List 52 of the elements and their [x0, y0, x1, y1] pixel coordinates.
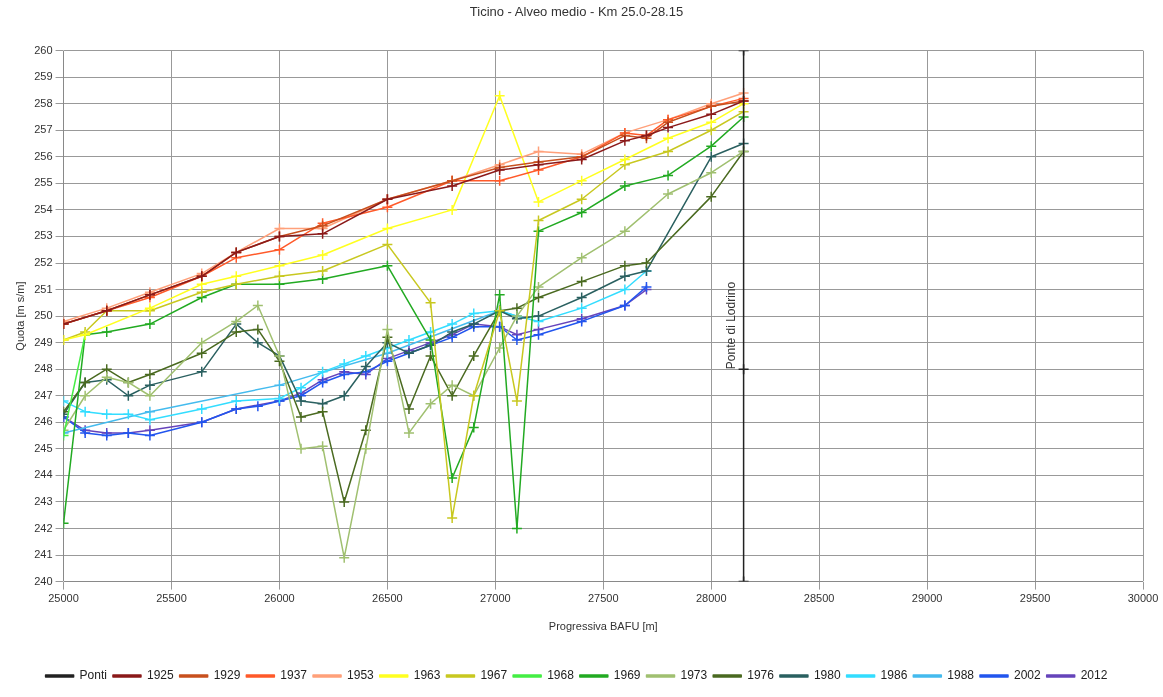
- y-tick-label: 245: [34, 441, 53, 454]
- y-tick-label: 250: [34, 309, 53, 322]
- x-tick-label: 29000: [911, 592, 943, 605]
- legend-label: 1929: [213, 668, 241, 683]
- y-tick-label: 251: [34, 282, 53, 295]
- x-tick-label: 28000: [695, 592, 727, 605]
- y-tick-label: 240: [34, 574, 53, 587]
- legend-label: 1937: [280, 668, 308, 683]
- x-tick-label: 26500: [372, 592, 403, 605]
- legend-label: 1976: [747, 668, 775, 683]
- y-tick-label: 257: [34, 123, 53, 136]
- legend-label: 1988: [947, 668, 975, 683]
- legend-label: 2012: [1080, 668, 1108, 683]
- x-tick-label: 25000: [48, 592, 79, 605]
- x-tick-label: 26000: [264, 592, 295, 605]
- x-tick-label: 27500: [587, 592, 619, 605]
- y-tick-label: 246: [34, 415, 53, 428]
- legend-label: 1973: [680, 668, 708, 683]
- y-tick-label: 243: [34, 494, 53, 507]
- legend-label: Ponti: [79, 668, 107, 683]
- chart-title: Ticino - Alveo medio - Km 25.0-28.15: [469, 4, 684, 20]
- y-tick-label: 258: [34, 96, 53, 109]
- legend-label: 1969: [613, 668, 641, 683]
- x-tick-label: 30000: [1127, 592, 1159, 605]
- legend-label: 2002: [1014, 668, 1042, 683]
- y-tick-label: 255: [34, 176, 53, 189]
- x-tick-label: 29500: [1019, 592, 1051, 605]
- y-tick-label: 260: [34, 43, 53, 56]
- y-tick-label: 249: [34, 335, 53, 348]
- annotation: Ponte di Lodrino: [723, 281, 738, 370]
- y-tick-label: 254: [34, 202, 53, 215]
- y-tick-label: 244: [34, 468, 53, 481]
- x-tick-label: 25500: [156, 592, 187, 605]
- x-tick-label: 27000: [480, 592, 511, 605]
- legend-label: 1986: [880, 668, 908, 683]
- legend-label: 1967: [480, 668, 508, 683]
- legend-label: 1963: [413, 668, 441, 683]
- y-axis-title: Quota [m s/m]: [13, 281, 26, 351]
- y-tick-label: 247: [34, 388, 53, 401]
- legend-label: 1925: [146, 668, 174, 683]
- y-tick-label: 248: [34, 362, 53, 375]
- x-axis-title: Progressiva BAFU [m]: [548, 620, 658, 633]
- x-tick-label: 28500: [803, 592, 835, 605]
- y-tick-label: 259: [34, 70, 53, 83]
- legend-label: 1953: [347, 668, 375, 683]
- y-tick-label: 241: [34, 548, 53, 561]
- legend-label: 1980: [813, 668, 841, 683]
- legend-label: 1968: [547, 668, 575, 683]
- y-tick-label: 256: [34, 149, 53, 162]
- y-tick-label: 252: [34, 256, 53, 269]
- y-tick-label: 253: [34, 229, 53, 242]
- y-tick-label: 242: [34, 521, 53, 534]
